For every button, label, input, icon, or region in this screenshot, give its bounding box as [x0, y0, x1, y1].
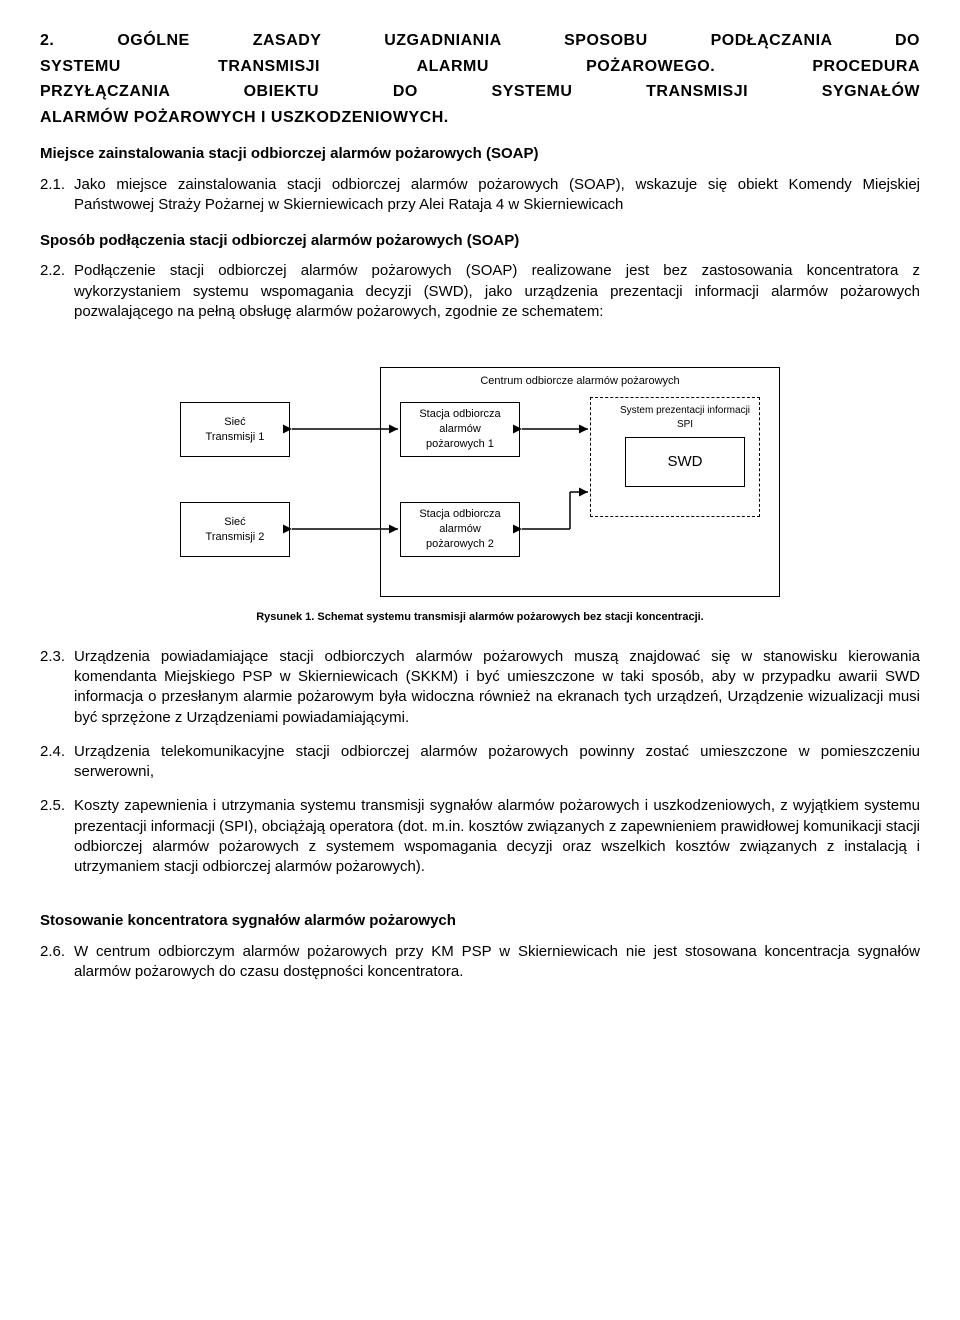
doc-title-line: ALARMÓW POŻAROWYCH I USZKODZENIOWYCH. — [40, 107, 920, 129]
para-text: Urządzenia powiadamiające stacji odbiorc… — [74, 647, 920, 728]
para-text: Urządzenia telekomunikacyjne stacji odbi… — [74, 742, 920, 783]
subheading-concentrator: Stosowanie koncentratora sygnałów alarmó… — [40, 911, 920, 931]
para-number: 2.6. — [40, 942, 74, 983]
para-text: Podłączenie stacji odbiorczej alarmów po… — [74, 261, 920, 322]
box-network-1: Sieć Transmisji 1 — [180, 402, 290, 457]
para-number: 2.3. — [40, 647, 74, 728]
para-number: 2.2. — [40, 261, 74, 322]
diagram-caption: Rysunek 1. Schemat systemu transmisji al… — [40, 610, 920, 625]
paragraph-2-5: 2.5. Koszty zapewnienia i utrzymania sys… — [40, 796, 920, 877]
paragraph-2-1: 2.1. Jako miejsce zainstalowania stacji … — [40, 175, 920, 216]
doc-title-line: 2. OGÓLNE ZASADY UZGADNIANIA SPOSOBU POD… — [40, 30, 920, 52]
box-soap-1: Stacja odbiorcza alarmów pożarowych 1 — [400, 402, 520, 457]
center-frame-label: Centrum odbiorcze alarmów pożarowych — [380, 374, 780, 389]
paragraph-2-6: 2.6. W centrum odbiorczym alarmów pożaro… — [40, 942, 920, 983]
paragraph-2-4: 2.4. Urządzenia telekomunikacyjne stacji… — [40, 742, 920, 783]
para-number: 2.5. — [40, 796, 74, 877]
subheading-install-location: Miejsce zainstalowania stacji odbiorczej… — [40, 144, 920, 164]
doc-title-line: SYSTEMU TRANSMISJI ALARMU POŻAROWEGO. PR… — [40, 56, 920, 78]
box-swd: SWD — [625, 437, 745, 487]
subheading-connection-method: Sposób podłączenia stacji odbiorczej ala… — [40, 231, 920, 251]
system-diagram: Centrum odbiorcze alarmów pożarowych Sie… — [170, 342, 790, 602]
box-network-2: Sieć Transmisji 2 — [180, 502, 290, 557]
paragraph-2-2: 2.2. Podłączenie stacji odbiorczej alarm… — [40, 261, 920, 322]
para-number: 2.1. — [40, 175, 74, 216]
paragraph-2-3: 2.3. Urządzenia powiadamiające stacji od… — [40, 647, 920, 728]
para-text: Koszty zapewnienia i utrzymania systemu … — [74, 796, 920, 877]
para-text: Jako miejsce zainstalowania stacji odbio… — [74, 175, 920, 216]
para-text: W centrum odbiorczym alarmów pożarowych … — [74, 942, 920, 983]
box-soap-2: Stacja odbiorcza alarmów pożarowych 2 — [400, 502, 520, 557]
doc-title-line: PRZYŁĄCZANIA OBIEKTU DO SYSTEMU TRANSMIS… — [40, 81, 920, 103]
para-number: 2.4. — [40, 742, 74, 783]
spi-label: System prezentacji informacji SPI — [615, 404, 755, 431]
